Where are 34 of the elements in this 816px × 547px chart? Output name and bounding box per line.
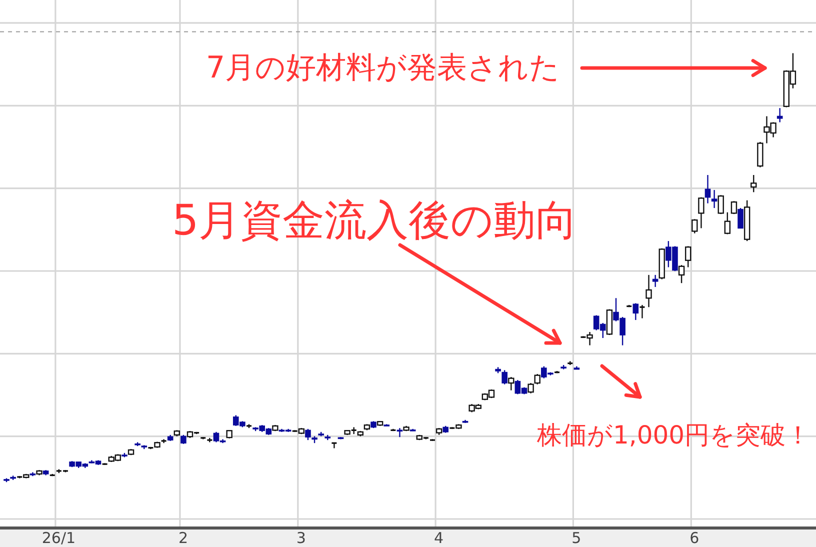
candlestick — [718, 194, 724, 215]
candlestick — [698, 196, 704, 229]
candlestick — [678, 264, 685, 284]
candlestick — [180, 434, 186, 445]
candlestick — [704, 174, 711, 204]
x-tick-label: 4 — [434, 529, 444, 547]
annotation: 株価が1,000円を突破！ — [536, 420, 811, 450]
candlestick — [724, 212, 731, 235]
candlestick — [508, 376, 514, 391]
x-tick-label: 2 — [178, 529, 188, 547]
candlestick — [502, 370, 508, 385]
x-tick-label: 26/1 — [42, 529, 76, 547]
candlestick — [396, 427, 403, 438]
candlestick — [757, 141, 764, 168]
candlestick — [684, 246, 692, 268]
candlestick — [730, 200, 738, 215]
candlestick — [652, 274, 658, 288]
candlestick — [638, 304, 646, 319]
x-tick-label: 6 — [690, 529, 700, 547]
x-tick-label: 3 — [296, 529, 306, 547]
x-tick-label: 5 — [572, 529, 582, 547]
candlestick — [692, 218, 698, 234]
candlestick — [632, 302, 639, 321]
candlestick — [711, 189, 718, 209]
candlestick — [534, 373, 540, 385]
candlestick — [776, 107, 783, 123]
candlestick — [330, 442, 338, 449]
annotation: 5月資金流入後の動向 — [172, 196, 578, 244]
annotation: 7月の好材料が発表された — [206, 50, 560, 86]
candlestick — [750, 174, 757, 193]
candlestick — [738, 207, 744, 229]
candlestick — [305, 428, 311, 441]
candlestick — [646, 274, 652, 308]
candlestick — [528, 382, 534, 394]
